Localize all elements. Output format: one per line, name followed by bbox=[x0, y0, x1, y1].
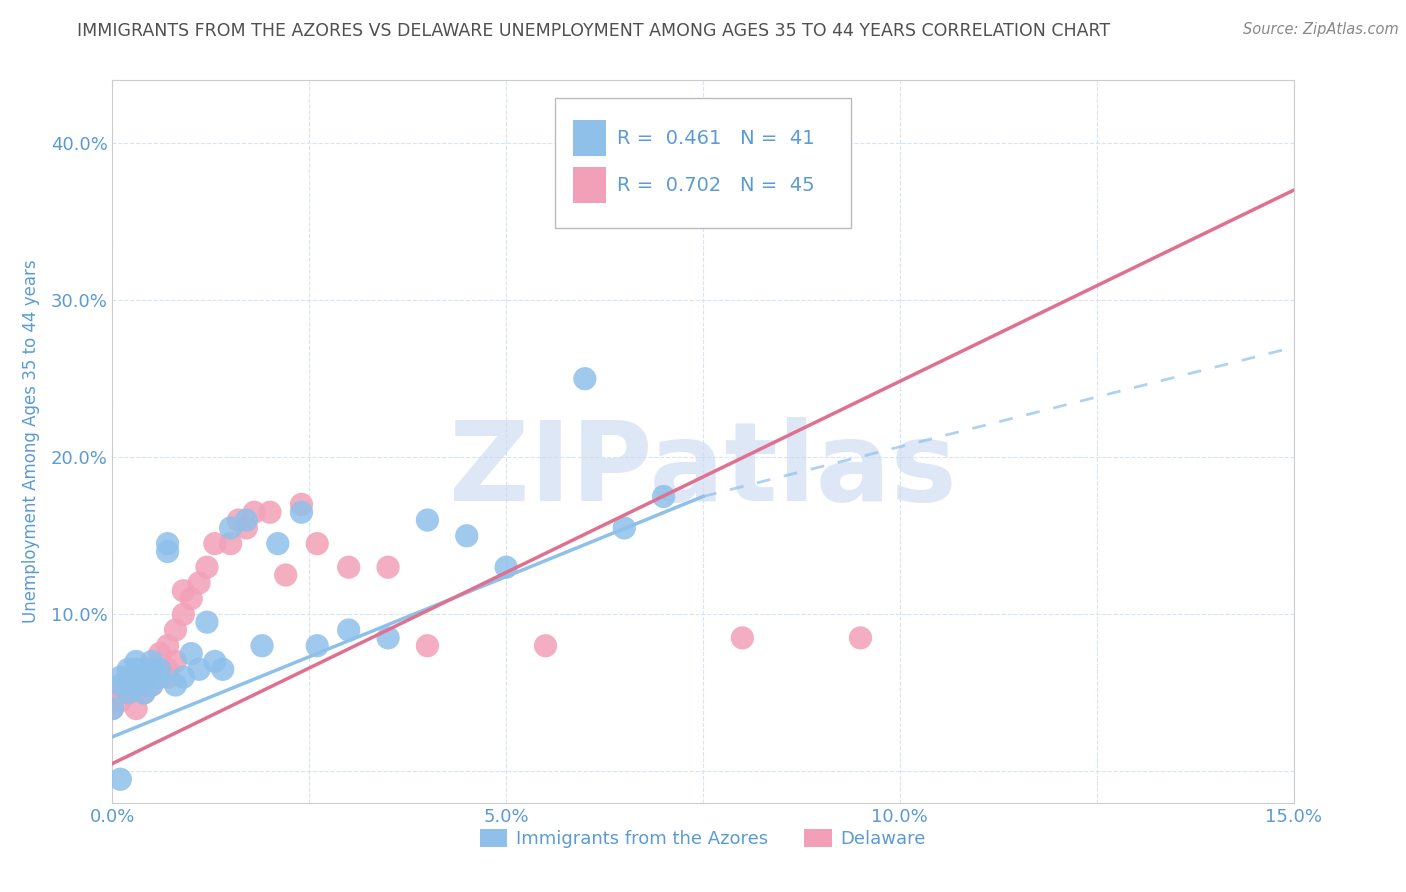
Point bbox=[195, 615, 218, 630]
Point bbox=[156, 662, 179, 676]
Point bbox=[849, 631, 872, 645]
Point bbox=[125, 678, 148, 692]
Legend: Immigrants from the Azores, Delaware: Immigrants from the Azores, Delaware bbox=[472, 822, 934, 855]
Point bbox=[110, 694, 132, 708]
Text: R =  0.461   N =  41: R = 0.461 N = 41 bbox=[617, 128, 814, 147]
Point bbox=[377, 631, 399, 645]
Point bbox=[250, 639, 273, 653]
Point bbox=[141, 662, 163, 676]
Point bbox=[125, 662, 148, 676]
Point bbox=[188, 575, 211, 590]
Point bbox=[534, 639, 557, 653]
Point bbox=[156, 544, 179, 558]
Point bbox=[188, 662, 211, 676]
Text: Source: ZipAtlas.com: Source: ZipAtlas.com bbox=[1243, 22, 1399, 37]
FancyBboxPatch shape bbox=[574, 167, 606, 203]
Point bbox=[132, 686, 155, 700]
Point bbox=[180, 591, 202, 606]
FancyBboxPatch shape bbox=[555, 98, 851, 228]
Point bbox=[180, 647, 202, 661]
Point bbox=[117, 678, 139, 692]
Point bbox=[235, 521, 257, 535]
Point bbox=[731, 631, 754, 645]
Point bbox=[416, 639, 439, 653]
Point bbox=[101, 701, 124, 715]
Point bbox=[110, 670, 132, 684]
Point bbox=[149, 662, 172, 676]
FancyBboxPatch shape bbox=[574, 120, 606, 156]
Point bbox=[117, 686, 139, 700]
Point bbox=[149, 662, 172, 676]
Point bbox=[267, 536, 290, 550]
Point bbox=[274, 568, 297, 582]
Point bbox=[195, 560, 218, 574]
Point bbox=[149, 647, 172, 661]
Point bbox=[337, 560, 360, 574]
Point bbox=[495, 560, 517, 574]
Point bbox=[377, 560, 399, 574]
Point bbox=[117, 670, 139, 684]
Point bbox=[101, 701, 124, 715]
Point bbox=[132, 686, 155, 700]
Point bbox=[613, 521, 636, 535]
Point bbox=[117, 678, 139, 692]
Point bbox=[574, 372, 596, 386]
Point bbox=[307, 639, 329, 653]
Point bbox=[117, 686, 139, 700]
Point bbox=[574, 183, 596, 197]
Point bbox=[141, 678, 163, 692]
Point bbox=[219, 521, 242, 535]
Point bbox=[141, 662, 163, 676]
Point bbox=[110, 686, 132, 700]
Point bbox=[125, 701, 148, 715]
Point bbox=[337, 623, 360, 637]
Point bbox=[125, 670, 148, 684]
Point bbox=[156, 670, 179, 684]
Point bbox=[652, 490, 675, 504]
Point bbox=[235, 513, 257, 527]
Point bbox=[149, 670, 172, 684]
Point bbox=[204, 536, 226, 550]
Point bbox=[125, 670, 148, 684]
Point bbox=[228, 513, 250, 527]
Point bbox=[172, 583, 194, 598]
Point bbox=[132, 670, 155, 684]
Point bbox=[165, 678, 187, 692]
Point bbox=[125, 662, 148, 676]
Point bbox=[290, 505, 312, 519]
Point bbox=[211, 662, 233, 676]
Point bbox=[416, 513, 439, 527]
Point bbox=[125, 655, 148, 669]
Point bbox=[290, 497, 312, 511]
Point bbox=[156, 536, 179, 550]
Point bbox=[165, 655, 187, 669]
Point bbox=[172, 670, 194, 684]
Point bbox=[172, 607, 194, 622]
Point bbox=[165, 623, 187, 637]
Point bbox=[204, 655, 226, 669]
Point bbox=[101, 686, 124, 700]
Point bbox=[132, 678, 155, 692]
Point bbox=[110, 772, 132, 787]
Point bbox=[125, 678, 148, 692]
Point bbox=[156, 639, 179, 653]
Y-axis label: Unemployment Among Ages 35 to 44 years: Unemployment Among Ages 35 to 44 years bbox=[21, 260, 39, 624]
Text: R =  0.702   N =  45: R = 0.702 N = 45 bbox=[617, 176, 814, 194]
Point bbox=[132, 662, 155, 676]
Point bbox=[243, 505, 266, 519]
Point bbox=[141, 678, 163, 692]
Point bbox=[117, 662, 139, 676]
Point bbox=[219, 536, 242, 550]
Point bbox=[141, 655, 163, 669]
Text: ZIPatlas: ZIPatlas bbox=[449, 417, 957, 524]
Point bbox=[259, 505, 281, 519]
Point bbox=[307, 536, 329, 550]
Text: IMMIGRANTS FROM THE AZORES VS DELAWARE UNEMPLOYMENT AMONG AGES 35 TO 44 YEARS CO: IMMIGRANTS FROM THE AZORES VS DELAWARE U… bbox=[77, 22, 1111, 40]
Point bbox=[149, 670, 172, 684]
Point bbox=[110, 678, 132, 692]
Point bbox=[456, 529, 478, 543]
